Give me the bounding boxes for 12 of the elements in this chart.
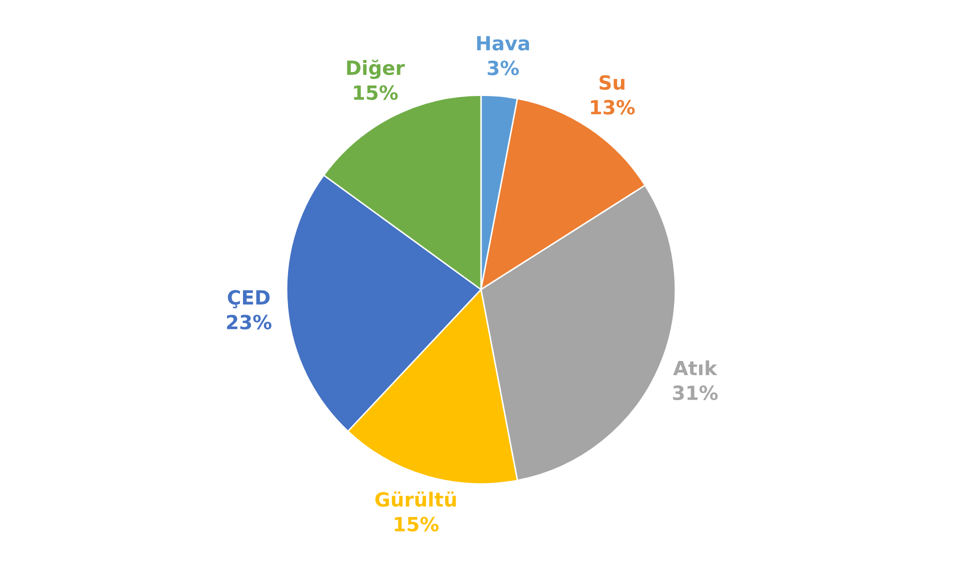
data-label: 15% <box>354 85 398 100</box>
data-label: 31% <box>673 385 718 400</box>
data-label: 15% <box>394 516 439 532</box>
slice-label: Su <box>600 75 624 90</box>
slice-label: ÇED <box>228 290 270 308</box>
data-label: 13% <box>591 100 635 115</box>
data-label: 23% <box>227 314 272 330</box>
slice-label: Gürültü <box>375 491 456 507</box>
slice-label: Hava <box>477 36 530 51</box>
slice-label: Atık <box>673 360 718 376</box>
slice-label: Diğer <box>347 60 405 80</box>
data-label: 3% <box>488 60 519 76</box>
